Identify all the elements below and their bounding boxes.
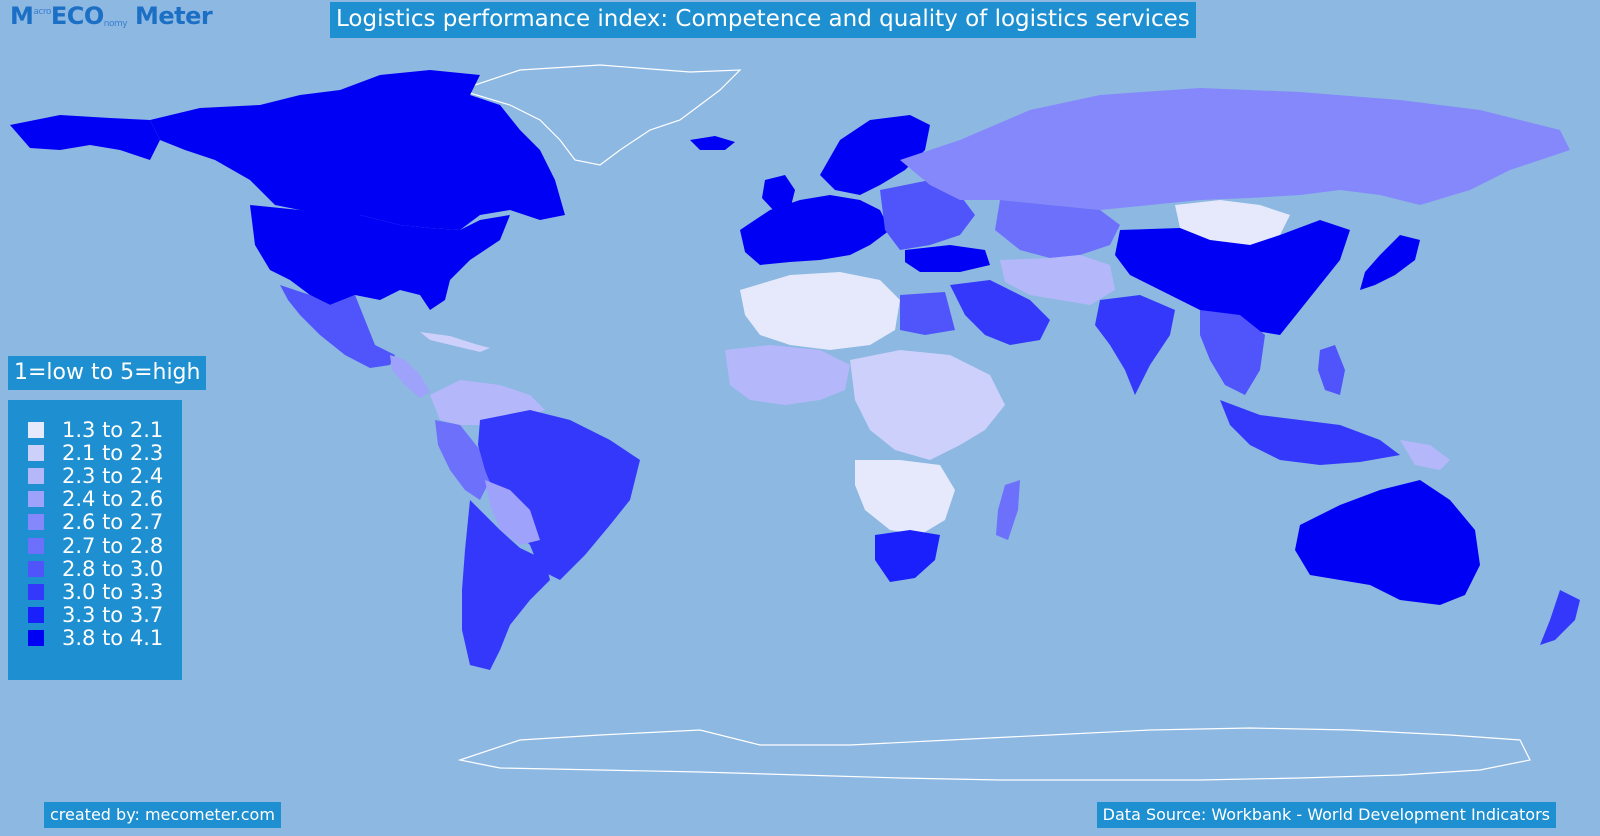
region-philippines: [1318, 345, 1345, 395]
legend-swatch: [28, 561, 44, 577]
region-china: [1115, 220, 1350, 335]
region-caribbean: [420, 332, 490, 352]
region-mexico: [280, 285, 395, 368]
legend-label: 2.3 to 2.4: [62, 464, 164, 488]
region-central-asia: [995, 200, 1120, 258]
region-russia: [900, 88, 1570, 210]
legend-swatch: [28, 584, 44, 600]
region-madagascar: [996, 480, 1020, 540]
region-middle-east: [950, 280, 1050, 345]
region-alaska: [10, 115, 160, 160]
created-by-credit[interactable]: created by: mecometer.com: [44, 802, 281, 828]
logo-part-2: ECO: [50, 2, 104, 30]
region-indonesia: [1220, 400, 1400, 465]
legend-label: 1.3 to 2.1: [62, 418, 164, 442]
legend-swatch: [28, 422, 44, 438]
region-brazil: [478, 410, 640, 580]
region-iceland: [690, 136, 735, 150]
legend-swatch: [28, 445, 44, 461]
region-scandinavia: [820, 115, 930, 195]
region-east-africa: [850, 350, 1005, 460]
region-papua: [1400, 440, 1450, 470]
region-north-africa: [740, 272, 900, 350]
logo-small-2: nomy: [103, 19, 128, 29]
region-canada: [150, 70, 565, 230]
region-antarctica: [457, 727, 1531, 781]
region-western-europe: [740, 195, 890, 265]
legend-swatch: [28, 514, 44, 530]
scale-label: 1=low to 5=high: [8, 356, 207, 390]
legend: 1.3 to 2.1 2.1 to 2.3 2.3 to 2.4 2.4 to …: [8, 400, 182, 680]
region-iran-pakistan: [1000, 255, 1115, 305]
map-title: Logistics performance index: Competence …: [330, 2, 1196, 38]
legend-swatch: [28, 491, 44, 507]
region-eastern-europe: [880, 180, 975, 250]
region-greenland: [458, 64, 742, 166]
region-australia: [1295, 480, 1480, 605]
legend-label: 3.3 to 3.7: [62, 603, 164, 627]
logo-part-3: Meter: [134, 2, 213, 30]
region-usa: [250, 205, 510, 310]
legend-swatch: [28, 630, 44, 646]
region-egypt: [900, 292, 955, 335]
region-bolivia-paraguay: [485, 480, 540, 545]
legend-label: 2.7 to 2.8: [62, 534, 164, 558]
legend-label: 3.0 to 3.3: [62, 580, 164, 604]
legend-label: 2.1 to 2.3: [62, 441, 164, 465]
region-india: [1095, 295, 1175, 395]
logo-part-1: M: [10, 2, 34, 30]
region-south-africa: [875, 530, 940, 582]
region-uk: [762, 175, 795, 212]
legend-label: 2.6 to 2.7: [62, 510, 164, 534]
region-central-america: [390, 355, 430, 398]
region-southern-cone: [462, 500, 550, 670]
legend-label: 2.8 to 3.0: [62, 557, 164, 581]
logo-small-1: acro: [33, 7, 51, 17]
legend-swatch: [28, 538, 44, 554]
region-new-zealand: [1540, 590, 1580, 645]
legend-swatch: [28, 607, 44, 623]
region-andes-west: [435, 420, 490, 500]
legend-label: 2.4 to 2.6: [62, 487, 164, 511]
region-mongolia: [1175, 200, 1290, 245]
region-southern-africa: [855, 460, 955, 535]
region-japan: [1360, 235, 1420, 290]
legend-label: 3.8 to 4.1: [62, 626, 164, 650]
legend-swatch: [28, 468, 44, 484]
data-source-credit: Data Source: Workbank - World Developmen…: [1096, 802, 1556, 828]
mecometer-logo: MacroECOnomy Meter: [10, 2, 213, 30]
region-turkey: [905, 245, 990, 272]
region-southeast-asia: [1200, 310, 1265, 395]
region-west-africa: [725, 345, 850, 405]
